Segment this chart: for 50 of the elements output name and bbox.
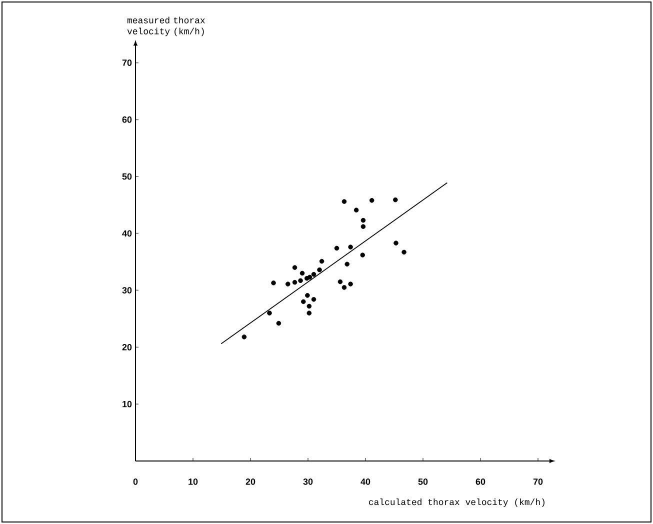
x-tick-label: 60 xyxy=(476,478,486,485)
point xyxy=(271,280,276,286)
point xyxy=(300,270,305,276)
x-tick-label: 0 xyxy=(133,478,138,485)
x-tick-label: 10 xyxy=(188,478,198,485)
y-axis-title: measured thorax velocity (km/h) xyxy=(127,16,205,36)
point xyxy=(311,272,316,277)
x-tick-label: 20 xyxy=(246,478,256,485)
point xyxy=(369,198,374,203)
point xyxy=(348,282,353,286)
point xyxy=(306,304,312,309)
point xyxy=(342,285,347,290)
point xyxy=(360,224,366,229)
x-axis-title: calculated thorax velocity (km/h) xyxy=(368,498,544,507)
point xyxy=(334,246,340,251)
point xyxy=(319,258,324,264)
point xyxy=(354,208,359,212)
point xyxy=(344,262,350,267)
point xyxy=(292,265,298,270)
point xyxy=(298,278,303,284)
point xyxy=(242,334,247,340)
point xyxy=(292,280,298,285)
point xyxy=(338,279,343,284)
x-tick-label: 70 xyxy=(533,478,543,485)
point xyxy=(360,218,366,223)
y-tick-label: 60 xyxy=(122,116,132,123)
x-tick-label: 40 xyxy=(360,478,370,485)
y-tick-label: 20 xyxy=(122,344,132,350)
point xyxy=(306,310,312,316)
y-tick-label: 70 xyxy=(122,60,132,66)
point xyxy=(305,293,310,298)
x-tick-label: 50 xyxy=(418,478,428,485)
point xyxy=(285,282,290,286)
point xyxy=(342,199,347,204)
y-tick-label: 40 xyxy=(122,230,132,237)
point xyxy=(301,299,306,304)
x-tick-label: 30 xyxy=(303,478,313,485)
y-tick-label: 30 xyxy=(122,287,132,294)
point xyxy=(317,267,322,272)
point xyxy=(394,240,398,246)
point xyxy=(311,297,316,302)
point xyxy=(402,250,406,255)
point xyxy=(348,244,353,250)
point xyxy=(360,252,366,258)
point xyxy=(393,197,398,202)
point xyxy=(267,310,272,316)
y-tick-label: 10 xyxy=(122,400,132,408)
point xyxy=(307,274,312,280)
point xyxy=(276,320,282,326)
y-tick-label: 50 xyxy=(122,173,132,180)
